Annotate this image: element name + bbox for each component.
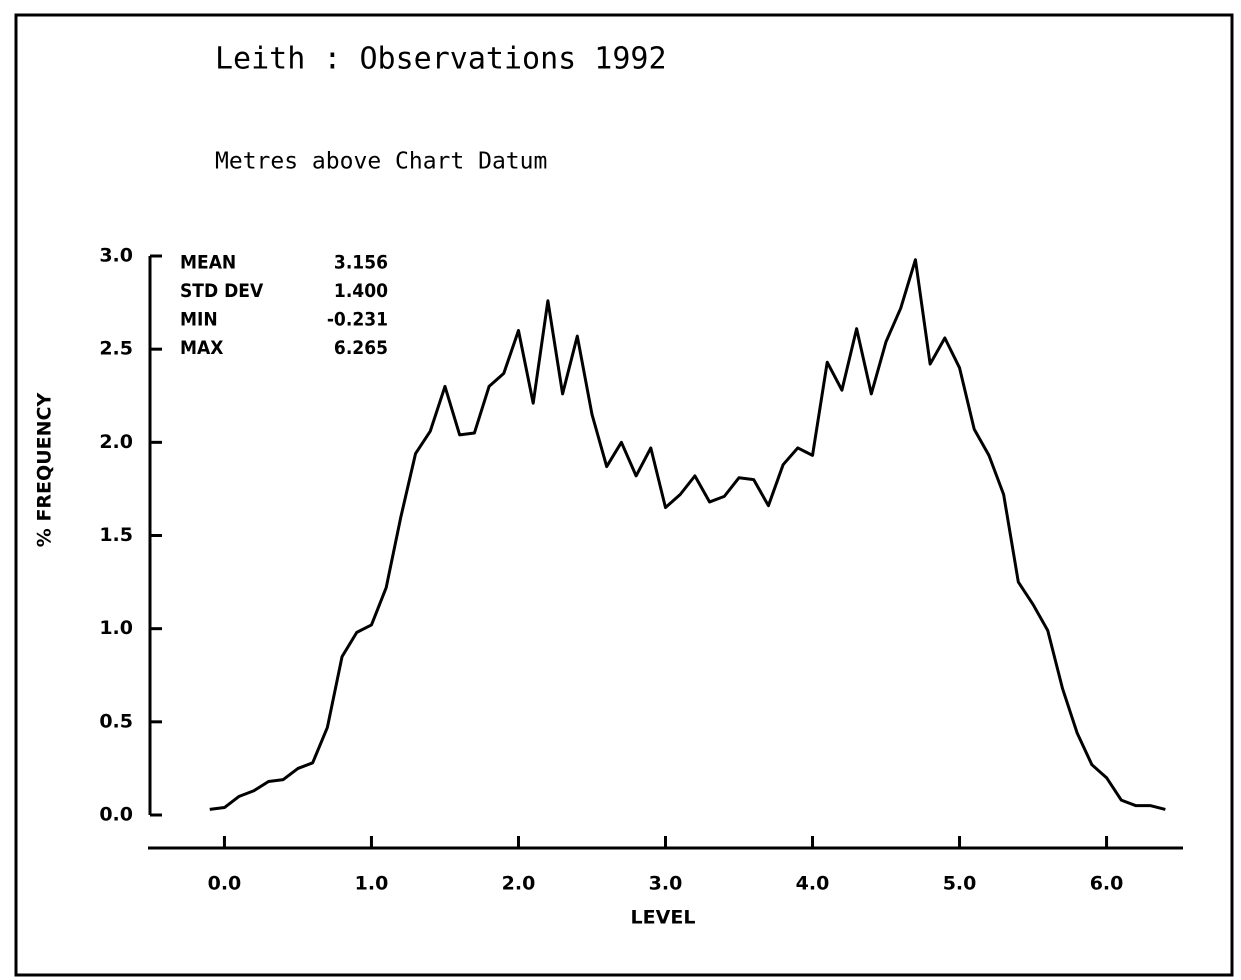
y-tick-label: 2.0 — [99, 431, 133, 453]
data-line — [209, 258, 1166, 811]
x-axis-label: LEVEL — [631, 907, 696, 929]
stat-value: 3.156 — [334, 252, 388, 274]
x-tick-label: 6.0 — [1090, 873, 1124, 895]
stat-value: -0.231 — [327, 309, 388, 331]
y-tick-label: 3.0 — [99, 245, 133, 267]
frame — [14, 13, 1234, 977]
y-tick-label: 1.0 — [99, 617, 133, 639]
x-tick-label: 4.0 — [796, 873, 830, 895]
x-tick-label: 5.0 — [943, 873, 977, 895]
x-tick-label: 1.0 — [355, 873, 389, 895]
x-tick-label: 3.0 — [649, 873, 683, 895]
stat-label: MEAN — [180, 252, 236, 274]
stat-label: MAX — [180, 337, 223, 359]
x-tick-label: 0.0 — [208, 873, 242, 895]
y-tick-label: 0.5 — [99, 710, 133, 732]
stat-label: MIN — [180, 309, 218, 331]
stat-value: 1.400 — [334, 280, 388, 302]
chart-subtitle: Metres above Chart Datum — [215, 149, 547, 175]
chart-title: Leith : Observations 1992 — [215, 42, 667, 77]
y-tick-label: 2.5 — [99, 338, 133, 360]
y-tick-label: 1.5 — [99, 524, 133, 546]
stat-value: 6.265 — [334, 337, 388, 359]
stat-label: STD DEV — [180, 280, 264, 302]
y-axis-label: % FREQUENCY — [34, 393, 56, 548]
y-tick-label: 0.0 — [99, 804, 133, 826]
x-tick-label: 2.0 — [502, 873, 536, 895]
